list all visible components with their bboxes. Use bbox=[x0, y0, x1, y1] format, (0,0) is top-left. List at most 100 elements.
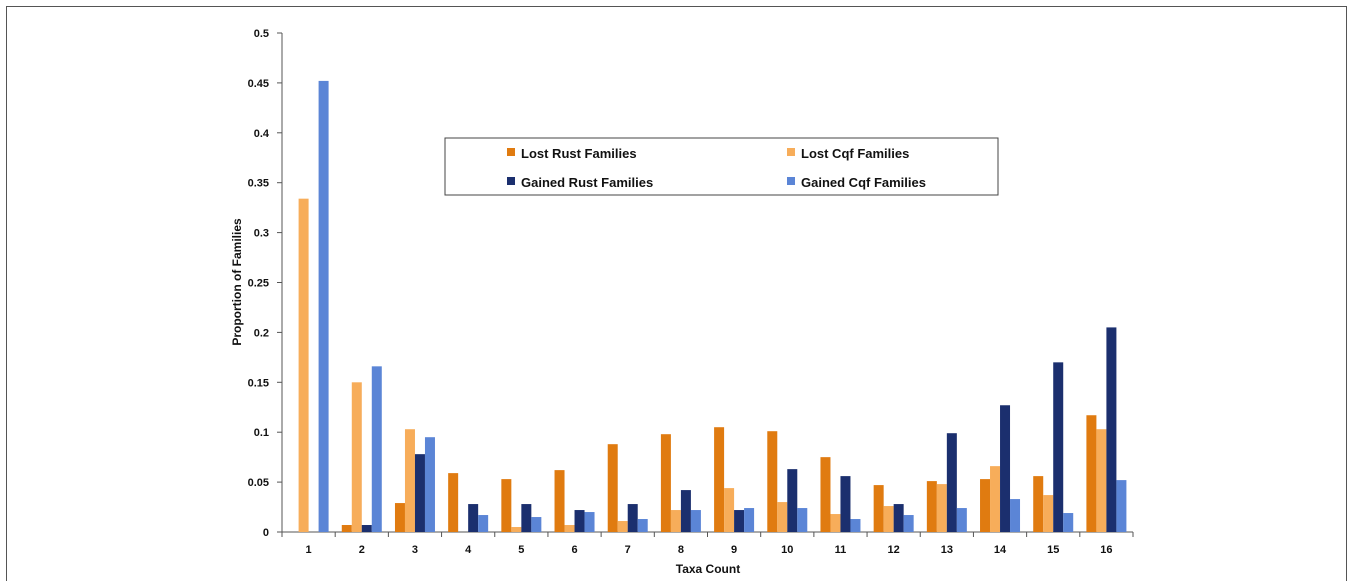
x-tick-label: 6 bbox=[571, 544, 577, 556]
bar-gained-rust-families bbox=[680, 490, 691, 532]
bar-gained-rust-families bbox=[840, 476, 851, 532]
legend-label: Gained Rust Families bbox=[521, 175, 653, 190]
legend-swatch bbox=[507, 177, 515, 185]
bar-gained-cqf-families bbox=[903, 515, 914, 532]
bar-gained-rust-families bbox=[1000, 405, 1011, 532]
bar-lost-rust-families bbox=[394, 503, 405, 532]
bar-lost-cqf-families bbox=[1096, 429, 1107, 532]
bar-lost-rust-families bbox=[660, 434, 671, 532]
bar-lost-cqf-families bbox=[777, 502, 788, 532]
legend-swatch bbox=[787, 148, 795, 156]
y-tick-label: 0.1 bbox=[254, 427, 269, 439]
bar-gained-rust-families bbox=[361, 525, 372, 532]
bar-lost-cqf-families bbox=[564, 525, 575, 532]
x-tick-label: 4 bbox=[465, 544, 472, 556]
legend-swatch bbox=[787, 177, 795, 185]
bar-gained-rust-families bbox=[946, 433, 957, 532]
x-tick-label: 15 bbox=[1047, 544, 1059, 556]
bar-gained-cqf-families bbox=[1010, 499, 1021, 532]
y-axis: 0 0.05 0.1 0.15 0.2 0.25 0.3 0.35 0.4 0.45 0.5 bbox=[248, 28, 283, 539]
y-tick-label: 0.3 bbox=[254, 228, 269, 240]
bar-lost-rust-families bbox=[767, 431, 778, 532]
y-tick-label: 0.25 bbox=[248, 278, 269, 290]
x-tick-label: 10 bbox=[781, 544, 793, 556]
y-tick-label: 0 bbox=[263, 527, 269, 539]
bar-gained-cqf-families bbox=[744, 508, 755, 532]
bar-lost-cqf-families bbox=[670, 510, 681, 532]
bar-lost-rust-families bbox=[873, 485, 884, 532]
y-axis-title: Proportion of Families bbox=[230, 218, 244, 346]
bar-lost-rust-families bbox=[501, 479, 512, 532]
x-axis-title: Taxa Count bbox=[676, 562, 740, 576]
bar-lost-cqf-families bbox=[298, 198, 309, 532]
bar-gained-cqf-families bbox=[690, 510, 701, 532]
bar-gained-cqf-families bbox=[478, 515, 489, 532]
bar-gained-rust-families bbox=[521, 504, 532, 532]
bar-gained-cqf-families bbox=[850, 519, 861, 532]
bar-lost-rust-families bbox=[554, 470, 565, 532]
bar-gained-rust-families bbox=[893, 504, 904, 532]
bar-gained-rust-families bbox=[627, 504, 638, 532]
x-tick-label: 12 bbox=[888, 544, 900, 556]
bar-lost-cqf-families bbox=[990, 466, 1001, 532]
bar-lost-rust-families bbox=[341, 525, 352, 532]
bar-lost-rust-families bbox=[607, 444, 618, 532]
bar-lost-rust-families bbox=[448, 473, 459, 532]
x-axis: 1 2 3 4 5 6 7 8 9 10 11 12 13 14 15 16 bbox=[281, 531, 1134, 556]
legend: Lost Rust Families Lost Cqf Families Gaine… bbox=[444, 137, 999, 196]
bar-lost-cqf-families bbox=[351, 382, 362, 532]
bar-gained-cqf-families bbox=[424, 437, 435, 532]
bar-lost-cqf-families bbox=[883, 506, 894, 532]
bar-gained-cqf-families bbox=[531, 517, 542, 532]
x-tick-label: 14 bbox=[994, 544, 1007, 556]
bar-gained-cqf-families bbox=[797, 508, 808, 532]
bars bbox=[298, 80, 1127, 533]
bar-lost-rust-families bbox=[820, 457, 831, 532]
x-tick-label: 9 bbox=[731, 544, 737, 556]
legend-label: Lost Rust Families bbox=[521, 146, 637, 161]
x-tick-label: 3 bbox=[412, 544, 418, 556]
bar-lost-rust-families bbox=[980, 479, 991, 532]
bar-lost-cqf-families bbox=[617, 521, 628, 532]
bar-lost-cqf-families bbox=[404, 429, 415, 532]
bar-gained-rust-families bbox=[414, 454, 425, 532]
x-tick-label: 8 bbox=[678, 544, 684, 556]
bar-gained-cqf-families bbox=[1116, 480, 1127, 532]
x-tick-label: 11 bbox=[835, 544, 847, 556]
bar-gained-cqf-families bbox=[956, 508, 967, 532]
bar-gained-rust-families bbox=[574, 510, 585, 532]
bar-lost-cqf-families bbox=[724, 488, 735, 532]
bar-lost-rust-families bbox=[714, 427, 725, 532]
x-tick-label: 2 bbox=[359, 544, 365, 556]
bar-lost-cqf-families bbox=[1043, 495, 1054, 532]
y-tick-label: 0.5 bbox=[254, 28, 269, 40]
bar-gained-cqf-families bbox=[371, 366, 382, 532]
y-tick-label: 0.2 bbox=[254, 327, 269, 339]
x-tick-label: 13 bbox=[941, 544, 953, 556]
legend-swatch bbox=[507, 148, 515, 156]
y-tick-label: 0.45 bbox=[248, 78, 269, 90]
bar-gained-cqf-families bbox=[318, 80, 329, 533]
x-tick-label: 16 bbox=[1100, 544, 1112, 556]
bar-lost-rust-families bbox=[1033, 476, 1044, 532]
bar-lost-cqf-families bbox=[830, 514, 841, 532]
legend-label: Lost Cqf Families bbox=[801, 146, 909, 161]
bar-gained-rust-families bbox=[1053, 362, 1064, 532]
x-tick-label: 7 bbox=[625, 544, 631, 556]
y-tick-label: 0.4 bbox=[254, 128, 270, 140]
bar-lost-cqf-families bbox=[511, 527, 522, 532]
bar-gained-cqf-families bbox=[637, 519, 648, 532]
bar-lost-rust-families bbox=[926, 481, 937, 532]
y-tick-label: 0.05 bbox=[248, 477, 269, 489]
y-tick-label: 0.35 bbox=[248, 178, 269, 190]
y-tick-label: 0.15 bbox=[248, 377, 269, 389]
bar-lost-cqf-families bbox=[936, 484, 947, 532]
x-tick-label: 5 bbox=[518, 544, 524, 556]
bar-gained-rust-families bbox=[734, 510, 745, 532]
bar-lost-rust-families bbox=[1086, 415, 1097, 532]
legend-box bbox=[444, 137, 999, 196]
x-tick-label: 1 bbox=[306, 544, 312, 556]
bar-gained-cqf-families bbox=[584, 512, 595, 532]
figure-frame bbox=[6, 6, 1347, 581]
